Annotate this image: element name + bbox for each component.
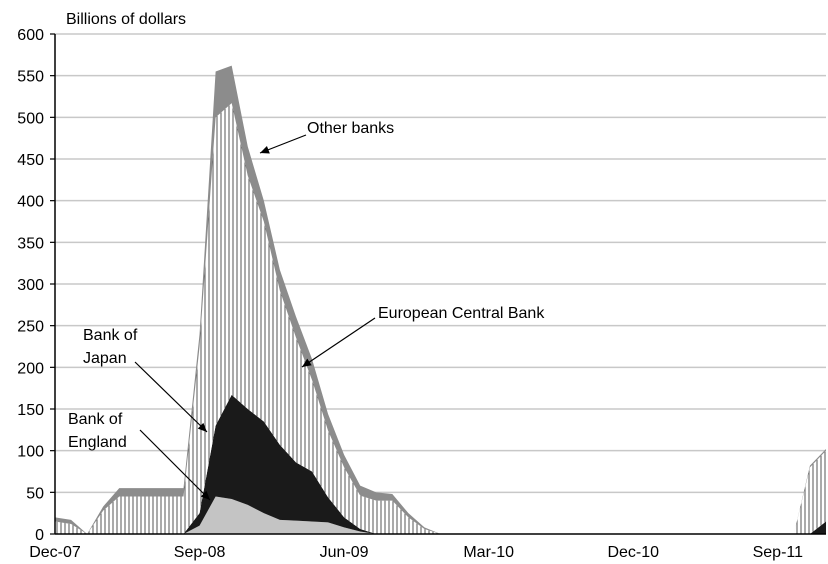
y-tick-label-250: 250: [17, 319, 44, 336]
area-bank-of-japan: [55, 394, 826, 534]
y-tick-labels: 0 50 100 150 200 250 300 350 400 450 500 550 600: [17, 27, 44, 544]
y-tick-label-500: 500: [17, 110, 44, 127]
annotation-text-bank-of-japan: Japan: [83, 350, 127, 367]
y-tick-label-600: 600: [17, 27, 44, 44]
annotation-arrowhead-other-banks: [260, 145, 270, 154]
y-tick-label-100: 100: [17, 444, 44, 461]
y-tick-label-50: 50: [26, 485, 44, 502]
y-tick-label-350: 350: [17, 235, 44, 252]
x-tick-label-mar-10: Mar-10: [463, 544, 514, 561]
annotation-arrow-bank-of-japan: [134, 361, 208, 433]
annotation-text-bank-of-england: England: [68, 434, 127, 451]
annotation-bank-of-japan: Bank of Japan: [83, 327, 208, 433]
gridlines: [55, 33, 826, 494]
x-tick-label-jun-09: Jun-09: [320, 544, 369, 561]
annotation-arrowhead-bank-of-england: [200, 490, 210, 500]
y-tick-label-200: 200: [17, 360, 44, 377]
annotation-text-bank-of-england: Bank of: [68, 411, 123, 428]
annotation-european-central-bank: European Central Bank: [301, 305, 545, 368]
area-other-banks: [55, 65, 826, 535]
y-tick-label-450: 450: [17, 152, 44, 169]
y-axis-unit-label: Billions of dollars: [66, 11, 186, 28]
annotation-arrowhead-european-central-bank: [302, 358, 312, 367]
annotation-bank-of-england: Bank of England: [68, 411, 211, 501]
annotations: Other banks European Central Bank Bank of J…: [68, 120, 545, 501]
y-tick-label-150: 150: [17, 402, 44, 419]
axes: [50, 33, 826, 535]
stacked-areas: [55, 65, 826, 535]
x-tick-label-dec-10: Dec-10: [607, 544, 659, 561]
annotation-other-banks: Other banks: [259, 120, 394, 154]
area-bank-of-england: [55, 496, 826, 534]
y-tick-label-0: 0: [35, 527, 44, 544]
y-tick-label-550: 550: [17, 69, 44, 86]
annotation-text-bank-of-japan: Bank of: [83, 327, 138, 344]
annotation-arrow-european-central-bank: [301, 317, 376, 368]
x-tick-labels: Dec-07 Sep-08 Jun-09 Mar-10 Dec-10 Sep-11: [29, 544, 803, 561]
y-tick-label-400: 400: [17, 194, 44, 211]
annotation-arrowhead-bank-of-japan: [197, 422, 207, 432]
annotation-arrow-bank-of-england: [139, 429, 211, 501]
area-european-central-bank: [55, 103, 826, 535]
x-tick-label-sep-08: Sep-08: [174, 544, 226, 561]
annotation-text-other-banks: Other banks: [307, 120, 394, 137]
y-tick-label-300: 300: [17, 277, 44, 294]
x-tick-label-dec-07: Dec-07: [29, 544, 81, 561]
x-tick-label-sep-11: Sep-11: [753, 544, 804, 561]
annotation-text-european-central-bank: European Central Bank: [378, 305, 545, 322]
